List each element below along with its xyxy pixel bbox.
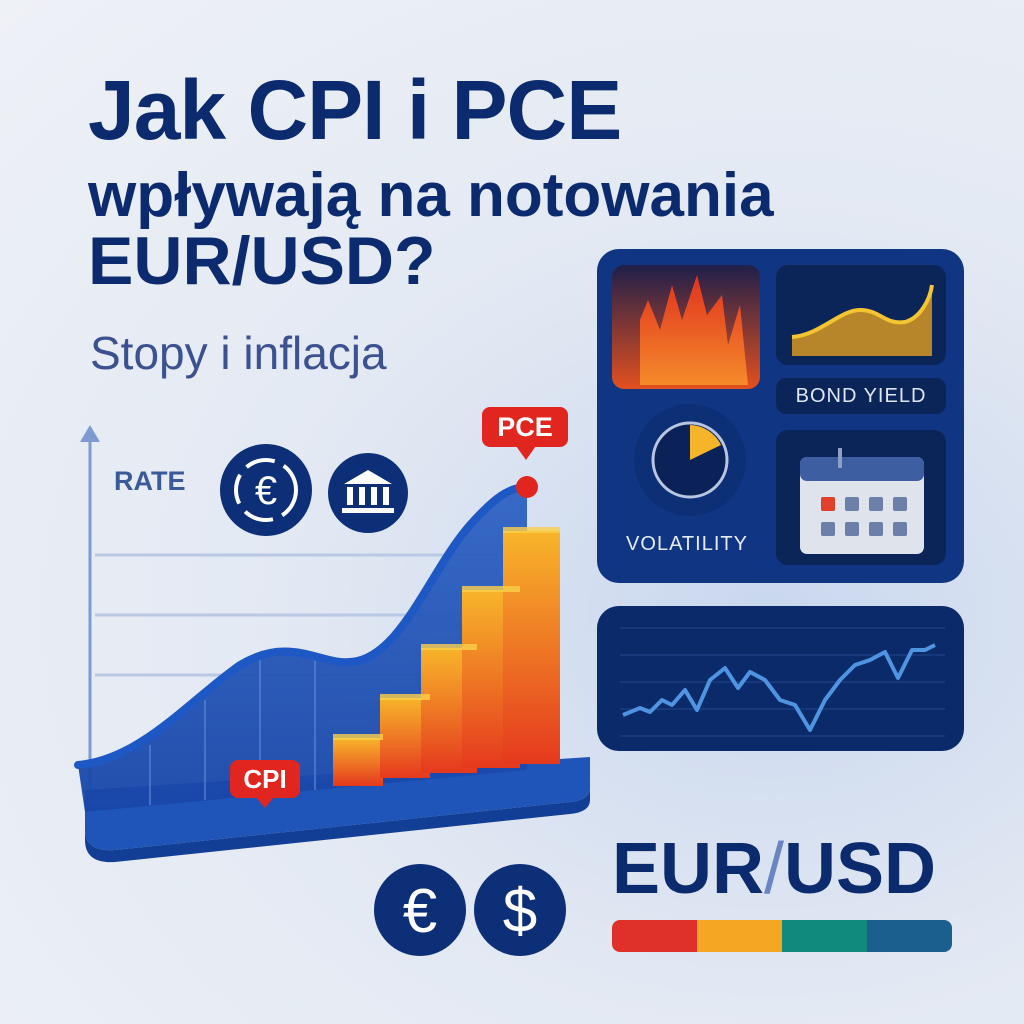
bond-yield-label: BOND YIELD [776, 378, 946, 414]
currency-pair: EUR/USD [612, 828, 936, 910]
strip-yellow [697, 920, 782, 952]
strip-teal [782, 920, 867, 952]
strip-blue [867, 920, 952, 952]
pce-tag: PCE [482, 407, 568, 447]
svg-text:$: $ [503, 877, 537, 946]
fire-icon [612, 265, 760, 389]
svg-text:€: € [403, 877, 437, 946]
cpi-tag: CPI [230, 760, 300, 798]
rate-curve [74, 483, 531, 769]
line-chart-icon [597, 606, 964, 751]
title-line-2: wpływają na notowania [88, 161, 774, 230]
bar-1 [333, 738, 383, 786]
euro-laurel-icon: € [220, 444, 312, 536]
pair-base: EUR [612, 829, 765, 909]
cpi-bars [333, 527, 560, 786]
svg-text:€: € [255, 469, 277, 513]
gauge-icon [634, 404, 746, 516]
subtitle: Stopy i inflacja [90, 327, 387, 379]
pair-separator: / [764, 829, 785, 909]
dollar-icon: $ [474, 864, 566, 956]
bar-5 [503, 531, 560, 764]
chart-platform [85, 757, 590, 851]
rate-axis-label: RATE [114, 466, 186, 496]
volatility-label: VOLATILITY [626, 533, 748, 555]
calendar-icon [776, 430, 946, 565]
pce-point [516, 476, 538, 498]
bank-icon [328, 453, 408, 533]
strip-red [612, 920, 697, 952]
title-line-3: EUR/USD? [88, 223, 436, 299]
bond-yield-chart-icon [776, 265, 946, 365]
color-strip [612, 920, 952, 952]
euro-icon: € [374, 864, 466, 956]
pair-quote: USD [784, 829, 937, 909]
title-line-1: Jak CPI i PCE [88, 63, 622, 157]
